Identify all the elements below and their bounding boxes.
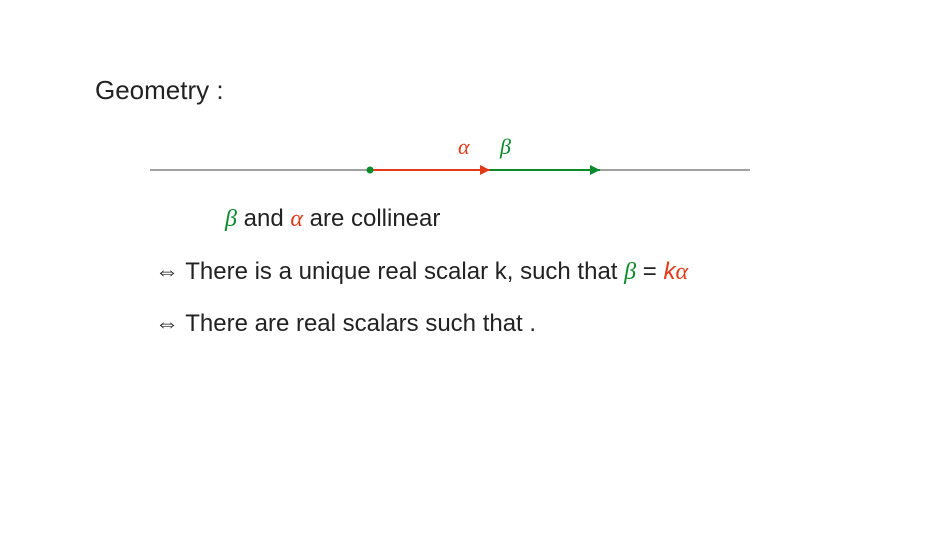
page-title: Geometry : — [95, 75, 224, 106]
beta-symbol: β — [624, 259, 636, 285]
beta-symbol: β — [225, 206, 237, 232]
alpha-symbol: α — [675, 259, 688, 285]
text-real-scalars: ⇔ There are real scalars such that . — [155, 310, 536, 338]
alpha-label: α — [458, 134, 470, 159]
iff-symbol: ⇔ — [155, 258, 179, 285]
vector-svg: αβ — [140, 130, 760, 190]
text-fragment: = — [636, 258, 663, 285]
text-unique-scalar: ⇔ There is a unique real scalar k, such … — [155, 258, 688, 286]
vector-diagram: αβ — [140, 130, 760, 195]
text-collinear: β and α are collinear — [225, 205, 440, 233]
iff-symbol: ⇔ — [155, 310, 179, 337]
text-fragment: and — [237, 205, 290, 232]
alpha-symbol: α — [290, 206, 303, 232]
slide: { "title": "Geometry :", "labels": { "al… — [0, 0, 950, 535]
text-fragment: There are real scalars such that . — [179, 310, 536, 337]
text-fragment: There is a unique real scalar k, such th… — [179, 258, 624, 285]
text-fragment: are collinear — [303, 205, 440, 232]
k-symbol: k — [663, 258, 675, 285]
beta-label: β — [499, 134, 511, 159]
